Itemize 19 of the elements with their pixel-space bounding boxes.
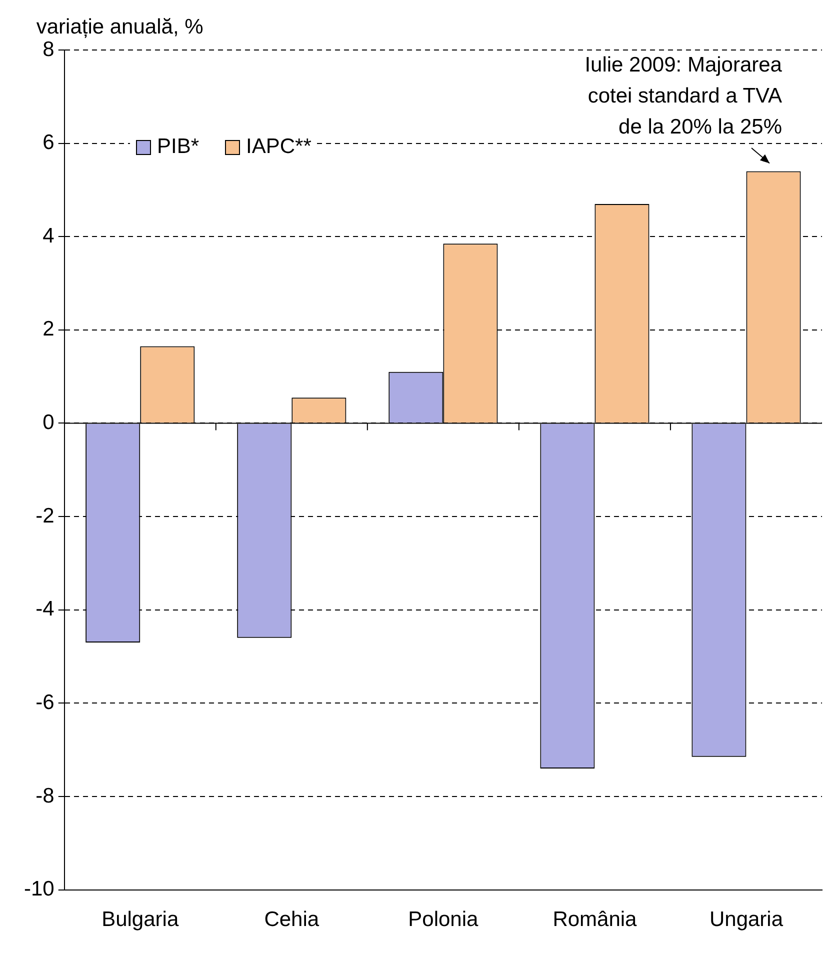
x-tick-label: România — [552, 908, 638, 932]
y-axis-title: variație anuală, % — [36, 15, 204, 38]
y-tick-label: -4 — [36, 598, 55, 621]
x-tick-label: Bulgaria — [102, 908, 179, 932]
y-tick-label: 4 — [42, 224, 55, 248]
y-tick-label: -2 — [36, 504, 54, 528]
x-tick-label: Polonia — [408, 908, 479, 932]
y-tick-label: 2 — [42, 318, 54, 341]
y-tick-label: -8 — [36, 784, 54, 808]
legend-label: IAPC** — [245, 135, 312, 159]
legend-label: PIB* — [156, 135, 200, 159]
y-tick-label: 6 — [42, 131, 54, 154]
y-tick-label: 8 — [42, 38, 54, 61]
x-tick-label: Ungaria — [709, 908, 784, 932]
y-tick-label: -6 — [36, 690, 54, 714]
x-tick-label: Cehia — [264, 908, 320, 932]
annotation: Iulie 2009: Majorarea cotei standard a TVA de la 20% la 25% — [584, 53, 782, 138]
y-tick-label: 0 — [42, 411, 54, 434]
y-tick-label: -10 — [24, 878, 54, 901]
